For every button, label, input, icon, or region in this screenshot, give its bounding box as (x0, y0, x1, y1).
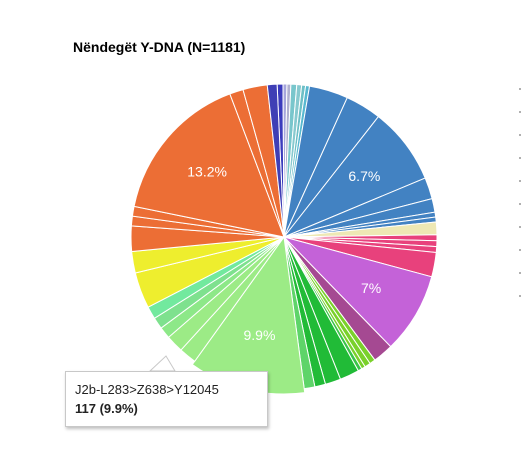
slice-tooltip: J2b-L283>Z638>Y12045 117 (9.9%) (65, 371, 268, 427)
legend-marker (519, 249, 521, 251)
legend-marker (519, 226, 521, 228)
legend-marker (519, 134, 521, 136)
legend-marker (519, 88, 521, 90)
legend-marker (519, 272, 521, 274)
pie-slice[interactable] (266, 83, 285, 238)
tooltip-slice-name: J2b-L283>Z638>Y12045 (75, 382, 219, 397)
tooltip-pointer (148, 355, 176, 372)
slice-percent-label: 9.9% (244, 327, 276, 343)
legend-marker (519, 180, 521, 182)
legend-marker (519, 111, 521, 113)
legend-marker (519, 157, 521, 159)
legend-edge-markers (518, 0, 522, 467)
tooltip-slice-value: 117 (9.9%) (75, 401, 138, 416)
legend-marker (519, 295, 521, 297)
chart-title: Nëndegët Y-DNA (N=1181) (73, 39, 246, 55)
slice-percent-label: 6.7% (348, 168, 380, 184)
pie-slice-labels: 6.7% 7% 9.9% 13.2% (187, 164, 381, 343)
pie-slice[interactable] (133, 93, 285, 238)
legend-marker (519, 203, 521, 205)
slice-percent-label: 13.2% (187, 164, 227, 180)
slice-percent-label: 7% (361, 280, 381, 296)
pie-slices (130, 83, 438, 395)
